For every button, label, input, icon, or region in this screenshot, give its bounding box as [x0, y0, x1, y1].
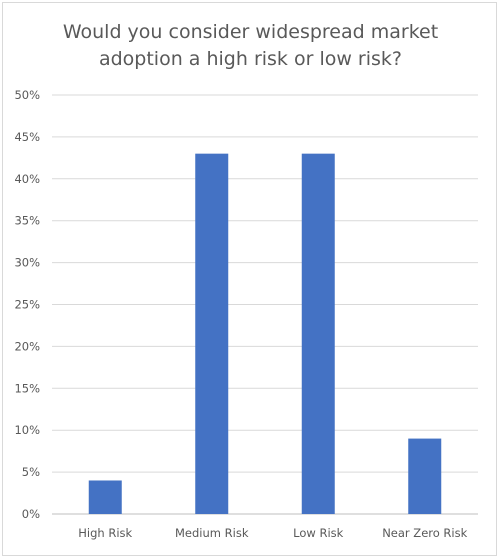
- x-tick-label: Near Zero Risk: [382, 526, 467, 540]
- y-tick-label: 25%: [14, 298, 40, 312]
- y-tick-label: 40%: [14, 172, 40, 186]
- y-tick-label: 10%: [14, 423, 40, 437]
- x-tick-label: High Risk: [78, 526, 132, 540]
- y-tick-label: 0%: [22, 507, 40, 521]
- y-tick-label: 20%: [14, 339, 40, 353]
- y-tick-label: 5%: [22, 465, 40, 479]
- bar: [195, 153, 229, 514]
- bar: [301, 153, 335, 514]
- y-tick-label: 45%: [14, 130, 40, 144]
- chart-title: Would you consider widespread market ado…: [0, 19, 501, 73]
- bar: [88, 480, 122, 514]
- x-tick-label: Medium Risk: [175, 526, 249, 540]
- chart-title-line-1: Would you consider widespread market: [62, 21, 439, 43]
- y-tick-label: 15%: [14, 381, 40, 395]
- y-tick-label: 35%: [14, 214, 40, 228]
- chart-title-line-2: adoption a high risk or low risk?: [98, 48, 403, 70]
- y-tick-label: 50%: [14, 88, 40, 102]
- x-tick-label: Low Risk: [293, 526, 343, 540]
- y-tick-label: 30%: [14, 256, 40, 270]
- bar: [408, 438, 442, 514]
